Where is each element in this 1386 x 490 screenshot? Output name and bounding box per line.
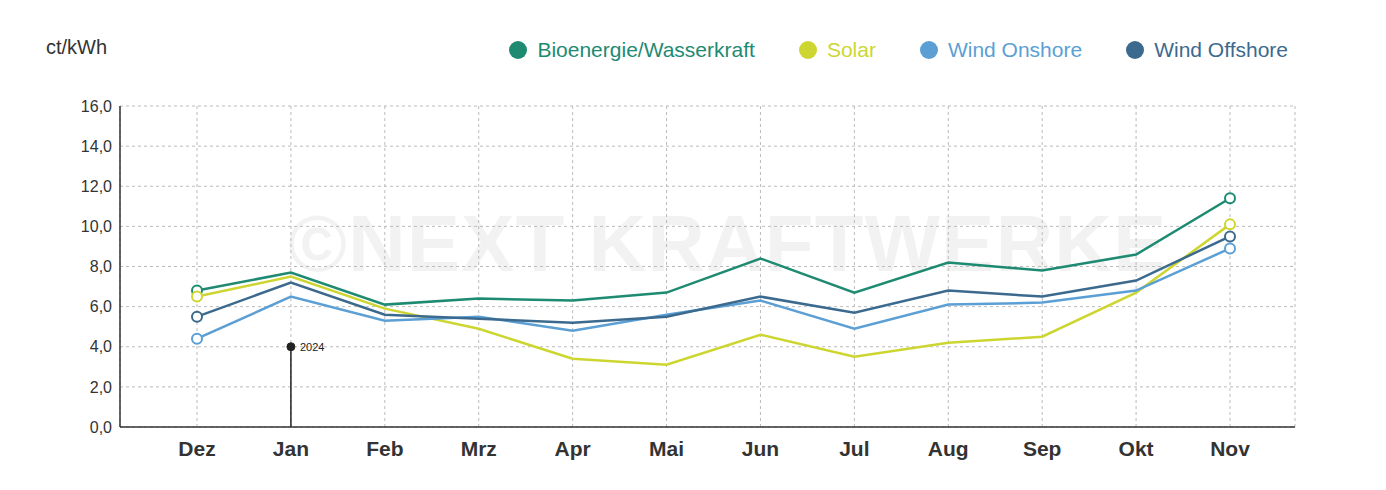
svg-text:Mai: Mai [649,437,684,460]
html-text:Wind Offshore: Wind Offshore [1154,38,1288,61]
svg-text:12,0: 12,0 [81,178,112,195]
html-text:Solar: Solar [826,38,876,61]
svg-text:Sep: Sep [1023,437,1062,460]
svg-text:Okt: Okt [1119,437,1154,460]
svg-text:Aug: Aug [928,437,969,460]
svg-text:0,0: 0,0 [90,419,112,436]
svg-text:14,0: 14,0 [81,138,112,155]
svg-text:Jul: Jul [839,437,869,460]
svg-text:Feb: Feb [366,437,403,460]
svg-text:16,0: 16,0 [81,98,112,115]
svg-text:10,0: 10,0 [81,218,112,235]
svg-text:2024: 2024 [300,341,324,353]
svg-text:Dez: Dez [178,437,215,460]
html-text:©NEXT KRAFTWERKE: ©NEXT KRAFTWERKE [288,199,1168,288]
svg-text:Mrz: Mrz [461,437,497,460]
svg-text:4,0: 4,0 [90,338,112,355]
svg-text:8,0: 8,0 [90,258,112,275]
svg-text:Jun: Jun [742,437,779,460]
svg-text:2,0: 2,0 [90,379,112,396]
svg-text:Jan: Jan [273,437,309,460]
html-text:Bioenergie/Wasserkraft: Bioenergie/Wasserkraft [537,38,755,61]
html-text:ct/kWh: ct/kWh [46,36,108,58]
svg-text:Nov: Nov [1210,437,1250,460]
svg-text:6,0: 6,0 [90,298,112,315]
svg-text:Apr: Apr [555,437,591,460]
html-text:Wind Onshore: Wind Onshore [947,38,1083,61]
